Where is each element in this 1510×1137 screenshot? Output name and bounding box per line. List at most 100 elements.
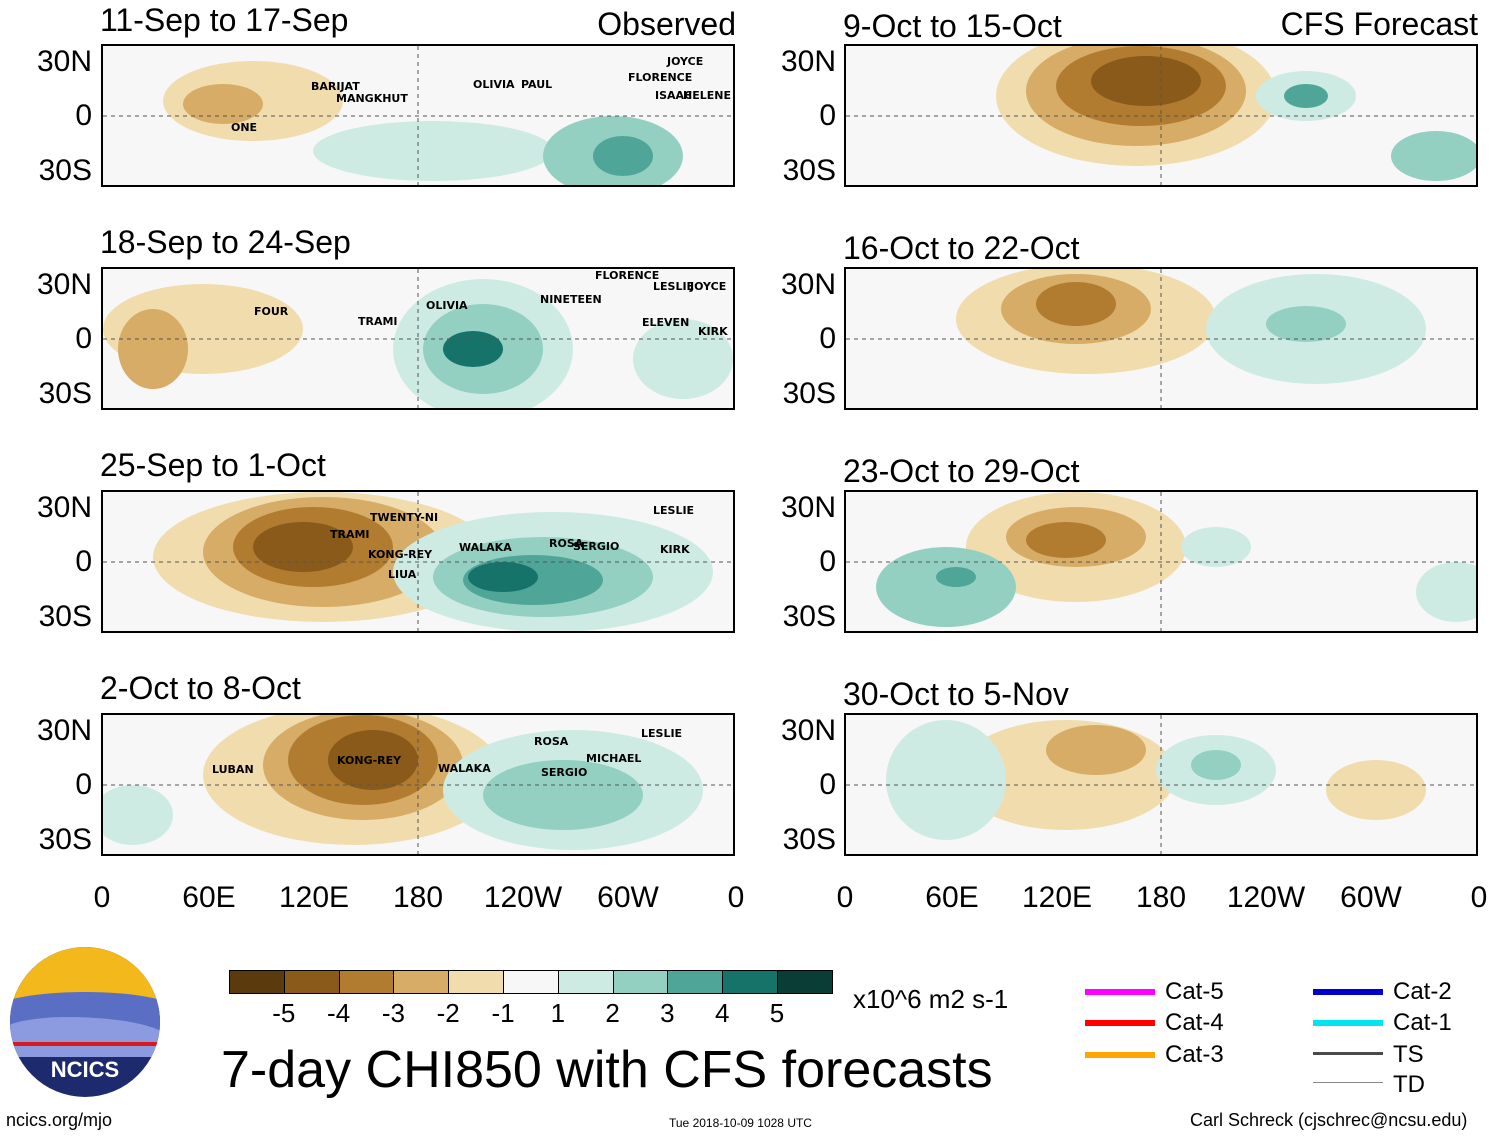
legend-label: TS xyxy=(1393,1041,1424,1068)
colorbar-swatch xyxy=(229,970,285,994)
colorbar-label: 5 xyxy=(769,998,785,1028)
lon-tick: 120E xyxy=(278,881,350,914)
storm-label: FLORENCE xyxy=(595,269,660,282)
legend-swatch xyxy=(1085,1020,1155,1026)
lat-tick: 0 xyxy=(75,99,92,132)
footer-timestamp: Tue 2018-10-09 1028 UTC xyxy=(669,1116,812,1130)
storm-label: ELEVEN xyxy=(642,316,690,329)
colorbar-units: x10^6 m2 s-1 xyxy=(853,984,1009,1014)
lat-tick: 30S xyxy=(782,377,836,410)
map-obs-2-field xyxy=(103,269,733,408)
map-fc-1-field xyxy=(846,46,1476,185)
lat-tick: 30S xyxy=(38,154,92,187)
legend-swatch xyxy=(1085,989,1155,995)
lat-tick: 30N xyxy=(36,714,92,747)
map-fc-2 xyxy=(844,267,1478,410)
map-obs-1 xyxy=(101,44,735,187)
storm-label: PAUL xyxy=(521,78,553,91)
legend-label: Cat-5 xyxy=(1165,978,1224,1005)
main-title: 7-day CHI850 with CFS forecasts xyxy=(221,1041,993,1099)
lat-tick: 30N xyxy=(780,714,836,747)
storm-label: KONG-REY xyxy=(368,548,433,561)
storm-label: LESLIE xyxy=(641,727,683,740)
map-obs-4-field xyxy=(103,715,733,854)
storm-label: LIUA xyxy=(388,568,417,581)
storm-label: LESLIE xyxy=(653,504,695,517)
lon-tick: 120W xyxy=(483,881,563,914)
lon-tick: 60E xyxy=(925,881,979,914)
footer-credit: Carl Schreck (cjschrec@ncsu.edu) xyxy=(1190,1110,1468,1130)
map-obs-3-field xyxy=(103,492,733,631)
lat-tick: 30S xyxy=(38,377,92,410)
storm-label: LESLIE xyxy=(653,280,695,293)
map-fc-1 xyxy=(844,44,1478,187)
storm-label: KIRK xyxy=(698,325,728,338)
lon-tick: 180 xyxy=(1135,881,1187,914)
storm-label: JOYCE xyxy=(667,55,704,68)
lat-tick: 0 xyxy=(819,322,836,355)
panel-title-obs-1: 11-Sep to 17-Sep xyxy=(100,2,349,38)
colorbar-swatch xyxy=(667,970,724,994)
legend-label: Cat-1 xyxy=(1393,1009,1452,1036)
lon-tick: 60W xyxy=(597,881,659,914)
storm-label: ROSA xyxy=(534,735,569,748)
panel-title-fc-2: 16-Oct to 22-Oct xyxy=(843,230,1080,266)
ncics-logo: NCICS xyxy=(10,947,160,1097)
lat-tick: 30S xyxy=(782,154,836,187)
lat-tick: 30N xyxy=(780,268,836,301)
colorbar-swatch xyxy=(283,970,340,994)
map-fc-3-field xyxy=(846,492,1476,631)
colorbar-swatch xyxy=(777,970,833,994)
lat-tick: 30S xyxy=(38,823,92,856)
colorbar-swatch xyxy=(503,970,559,994)
storm-label: TRAMI xyxy=(358,315,398,328)
observed-label: Observed xyxy=(597,6,736,42)
storm-label: SERGIO xyxy=(573,540,620,553)
lon-tick: 0 xyxy=(727,881,745,914)
panel-title-fc-4: 30-Oct to 5-Nov xyxy=(843,676,1069,712)
colorbar-swatch xyxy=(722,970,778,994)
storm-label: TRAMI xyxy=(330,528,370,541)
legend-swatch xyxy=(1313,1020,1383,1026)
lat-tick: 0 xyxy=(819,768,836,801)
lon-tick: 0 xyxy=(836,881,854,914)
storm-label: KONG-REY xyxy=(337,754,402,767)
map-obs-4 xyxy=(101,713,735,856)
colorbar-label: 4 xyxy=(714,998,730,1028)
lat-tick: 30N xyxy=(36,268,92,301)
lat-tick: 30S xyxy=(38,600,92,633)
colorbar-label: 3 xyxy=(660,998,675,1028)
storm-label: TWENTY-NI xyxy=(370,511,439,524)
colorbar-swatch xyxy=(338,970,395,994)
storm-label: FLORENCE xyxy=(628,71,693,84)
lat-tick: 0 xyxy=(819,99,836,132)
legend-label: Cat-2 xyxy=(1393,978,1452,1005)
storm-label: HELENE xyxy=(683,89,731,102)
storm-label: BARIJAT xyxy=(311,80,360,93)
lat-tick: 0 xyxy=(75,322,92,355)
storm-label: ROSA xyxy=(549,537,584,550)
map-fc-2-field xyxy=(846,269,1476,408)
lon-tick: 60W xyxy=(1340,881,1402,914)
lat-tick: 30N xyxy=(36,45,92,78)
lon-tick: 120E xyxy=(1021,881,1093,914)
storm-label: MICHAEL xyxy=(586,752,642,765)
colorbar-label: -4 xyxy=(327,998,351,1028)
colorbar-label: 2 xyxy=(605,998,620,1028)
storm-label: WALAKA xyxy=(459,541,512,554)
storm-label: FOUR xyxy=(254,305,289,318)
map-obs-2 xyxy=(101,267,735,410)
colorbar-swatch xyxy=(393,970,450,994)
map-obs-1-field xyxy=(103,46,733,185)
colorbar-swatch xyxy=(557,970,614,994)
lat-tick: 30S xyxy=(782,823,836,856)
storm-label: ISAAC xyxy=(655,89,693,102)
map-fc-4-field xyxy=(846,715,1476,854)
lat-tick: 30N xyxy=(36,491,92,524)
legend-label: TD xyxy=(1393,1071,1425,1098)
lon-tick: 0 xyxy=(93,881,111,914)
lon-tick: 0 xyxy=(1470,881,1488,914)
storm-label: WALAKA xyxy=(438,762,491,775)
legend-swatch xyxy=(1313,989,1383,995)
storm-label: JOYCE xyxy=(690,280,727,293)
